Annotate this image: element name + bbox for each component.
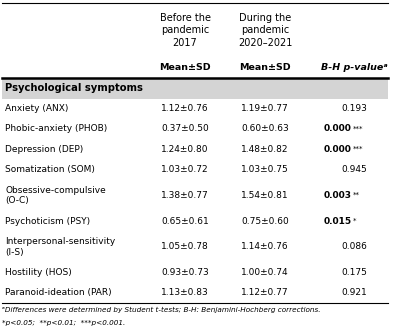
Text: ***: *** (353, 146, 363, 152)
Text: Obsessive-compulsive
(O-C): Obsessive-compulsive (O-C) (5, 185, 106, 205)
Text: ᵃDifferences were determined by Student t-tests; B-H: Benjamini-Hochberg correct: ᵃDifferences were determined by Student … (2, 307, 320, 313)
Text: B-H p-valueᵃ: B-H p-valueᵃ (321, 63, 387, 72)
Bar (2, 78, 388, 99)
Text: 0.000: 0.000 (324, 125, 352, 134)
Text: 1.38±0.77: 1.38±0.77 (161, 191, 209, 200)
Text: Mean±SD: Mean±SD (159, 63, 211, 72)
Text: 0.086: 0.086 (341, 242, 367, 251)
Text: Somatization (SOM): Somatization (SOM) (5, 165, 95, 174)
Text: 1.12±0.76: 1.12±0.76 (161, 104, 209, 113)
Text: 1.03±0.72: 1.03±0.72 (161, 165, 209, 174)
Text: Interpersonal-sensitivity
(I-S): Interpersonal-sensitivity (I-S) (5, 237, 116, 256)
Text: 0.93±0.73: 0.93±0.73 (161, 268, 209, 277)
Text: Psychoticism (PSY): Psychoticism (PSY) (5, 216, 90, 225)
Text: 1.12±0.77: 1.12±0.77 (241, 288, 289, 297)
Text: 1.48±0.82: 1.48±0.82 (241, 145, 289, 154)
Text: 0.37±0.50: 0.37±0.50 (161, 125, 209, 134)
Text: 0.75±0.60: 0.75±0.60 (241, 216, 289, 225)
Text: Phobic-anxiety (PHOB): Phobic-anxiety (PHOB) (5, 125, 108, 134)
Text: 1.00±0.74: 1.00±0.74 (241, 268, 289, 277)
Text: 0.193: 0.193 (341, 104, 367, 113)
Text: Psychological symptoms: Psychological symptoms (5, 84, 143, 94)
Text: 0.003: 0.003 (324, 191, 352, 200)
Text: *p<0.05;  **p<0.01;  ***p<0.001.: *p<0.05; **p<0.01; ***p<0.001. (2, 320, 125, 326)
Text: 0.175: 0.175 (341, 268, 367, 277)
Text: 0.000: 0.000 (324, 145, 352, 154)
Text: 0.921: 0.921 (341, 288, 367, 297)
Text: During the
pandemic
2020–2021: During the pandemic 2020–2021 (238, 13, 292, 48)
Text: Hostility (HOS): Hostility (HOS) (5, 268, 72, 277)
Text: Before the
pandemic
2017: Before the pandemic 2017 (160, 13, 210, 48)
Text: Depression (DEP): Depression (DEP) (5, 145, 84, 154)
Text: 1.05±0.78: 1.05±0.78 (161, 242, 209, 251)
Text: **: ** (353, 192, 360, 198)
Text: Mean±SD: Mean±SD (239, 63, 291, 72)
Text: 1.54±0.81: 1.54±0.81 (241, 191, 289, 200)
Text: 1.14±0.76: 1.14±0.76 (241, 242, 289, 251)
Text: 1.24±0.80: 1.24±0.80 (161, 145, 209, 154)
Text: ***: *** (353, 126, 363, 132)
Text: Paranoid-ideation (PAR): Paranoid-ideation (PAR) (5, 288, 112, 297)
Text: Anxiety (ANX): Anxiety (ANX) (5, 104, 68, 113)
Text: 0.60±0.63: 0.60±0.63 (241, 125, 289, 134)
Text: 0.015: 0.015 (324, 216, 352, 225)
Text: *: * (353, 218, 356, 224)
Text: 1.03±0.75: 1.03±0.75 (241, 165, 289, 174)
Text: 1.19±0.77: 1.19±0.77 (241, 104, 289, 113)
Text: 0.945: 0.945 (341, 165, 367, 174)
Text: 0.65±0.61: 0.65±0.61 (161, 216, 209, 225)
Text: 1.13±0.83: 1.13±0.83 (161, 288, 209, 297)
